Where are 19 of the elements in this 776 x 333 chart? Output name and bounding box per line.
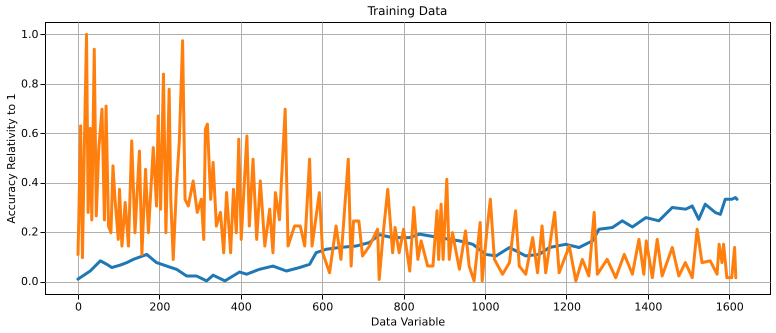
x-tick-label: 400 [230,300,252,314]
y-axis-title: Accuracy Relativity to 1 [5,93,18,224]
x-tick-label: 800 [394,300,415,314]
y-tick-label: 0.4 [21,176,38,190]
x-tick-label: 600 [312,300,334,314]
y-tick-label: 0.8 [21,77,38,90]
y-tick-label: 0.2 [21,226,38,239]
y-tick-label: 0.6 [21,126,38,140]
x-tick-label: 1200 [552,300,581,314]
x-tick-label: 1400 [634,300,662,314]
chart-title: Training Data [366,4,448,18]
x-axis-title: Data Variable [370,316,446,328]
x-tick-label: 1000 [472,300,500,314]
y-tick-label: 1.0 [21,28,38,41]
x-tick-label: 0 [74,300,82,314]
line-series [76,32,738,282]
x-tick-label: 1600 [716,300,744,314]
x-tick-label: 200 [149,300,170,314]
y-tick-label: 0.0 [21,275,38,288]
